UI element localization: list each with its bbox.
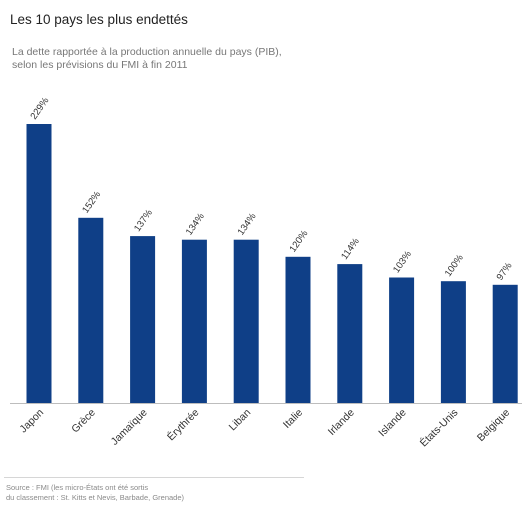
bar-2 — [130, 236, 156, 403]
bar-value-label-6: 114% — [339, 236, 362, 262]
bar-0 — [26, 124, 52, 403]
category-label-2: Jamaïque — [109, 407, 150, 448]
source-divider — [4, 477, 304, 478]
bar-value-label-2: 137% — [132, 207, 155, 234]
chart-subtitle: La dette rapportée à la production annue… — [12, 46, 282, 71]
category-label-4: Liban — [227, 407, 254, 434]
bar-value-label-4: 134% — [236, 211, 259, 238]
bar-6 — [337, 264, 363, 403]
category-label-1: Grèce — [69, 407, 98, 436]
bar-value-label-0: 229% — [28, 95, 51, 122]
category-label-6: Irlande — [326, 407, 357, 438]
bar-value-label-3: 134% — [184, 211, 207, 238]
category-label-7: Islande — [376, 407, 409, 440]
category-label-5: Italie — [281, 407, 305, 431]
bar-1 — [78, 217, 104, 403]
bar-value-label-7: 103% — [391, 249, 414, 276]
bar-value-label-9: 97% — [495, 260, 515, 282]
bar-7 — [389, 277, 415, 403]
bar-3 — [181, 239, 207, 403]
bar-4 — [233, 239, 259, 403]
category-label-9: Belgique — [475, 407, 512, 444]
bar-9 — [492, 284, 518, 403]
category-label-8: États-Unis — [417, 406, 460, 449]
source-note: Source : FMI (les micro-États ont été so… — [6, 483, 185, 502]
bar-5 — [285, 256, 311, 403]
bar-value-label-1: 152% — [80, 189, 103, 216]
category-label-3: Érythrée — [164, 406, 201, 443]
category-label-0: Japon — [17, 407, 46, 436]
bar-8 — [440, 281, 466, 403]
bar-value-label-8: 100% — [443, 252, 466, 279]
bar-value-label-5: 120% — [287, 228, 310, 255]
chart-title: Les 10 pays les plus endettés — [10, 12, 188, 27]
